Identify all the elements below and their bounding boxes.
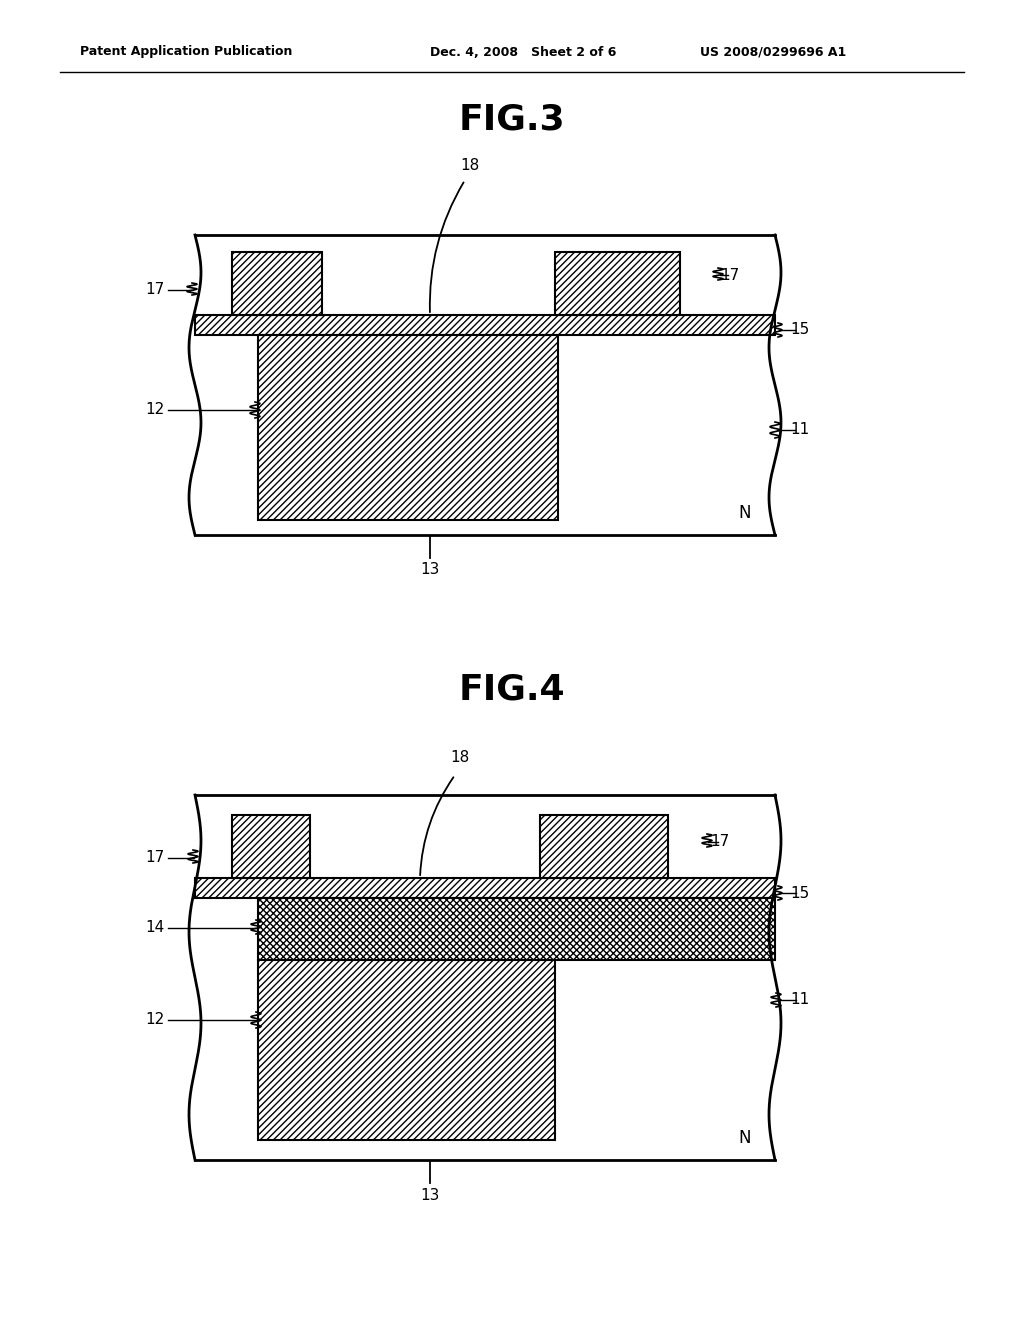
Text: Patent Application Publication: Patent Application Publication xyxy=(80,45,293,58)
Text: N: N xyxy=(738,1129,752,1147)
Text: FIG.3: FIG.3 xyxy=(459,103,565,137)
Bar xyxy=(258,898,775,960)
Bar xyxy=(195,878,775,898)
Text: 11: 11 xyxy=(791,422,810,437)
Text: FIG.4: FIG.4 xyxy=(459,673,565,708)
Bar xyxy=(232,252,322,315)
Text: 17: 17 xyxy=(720,268,739,284)
Text: 13: 13 xyxy=(420,562,439,578)
Text: 14: 14 xyxy=(145,920,165,936)
Text: N: N xyxy=(738,504,752,521)
Text: 13: 13 xyxy=(420,1188,439,1203)
Bar xyxy=(555,252,680,315)
Text: 18: 18 xyxy=(461,157,479,173)
Text: 12: 12 xyxy=(145,403,165,417)
Text: P: P xyxy=(536,495,544,510)
Bar xyxy=(540,814,668,878)
Text: 18: 18 xyxy=(451,751,470,766)
Text: 12: 12 xyxy=(145,1012,165,1027)
Text: 17: 17 xyxy=(711,834,730,850)
Bar xyxy=(258,960,555,1140)
Text: N+: N+ xyxy=(730,936,750,949)
Bar xyxy=(258,335,558,520)
Bar xyxy=(195,315,775,335)
Text: US 2008/0299696 A1: US 2008/0299696 A1 xyxy=(700,45,846,58)
Text: 11: 11 xyxy=(791,993,810,1007)
Text: 15: 15 xyxy=(791,322,810,338)
Text: 15: 15 xyxy=(791,886,810,900)
Text: 17: 17 xyxy=(145,282,165,297)
Text: 17: 17 xyxy=(145,850,165,866)
Text: P: P xyxy=(532,1115,542,1129)
Bar xyxy=(232,814,310,878)
Text: Dec. 4, 2008   Sheet 2 of 6: Dec. 4, 2008 Sheet 2 of 6 xyxy=(430,45,616,58)
